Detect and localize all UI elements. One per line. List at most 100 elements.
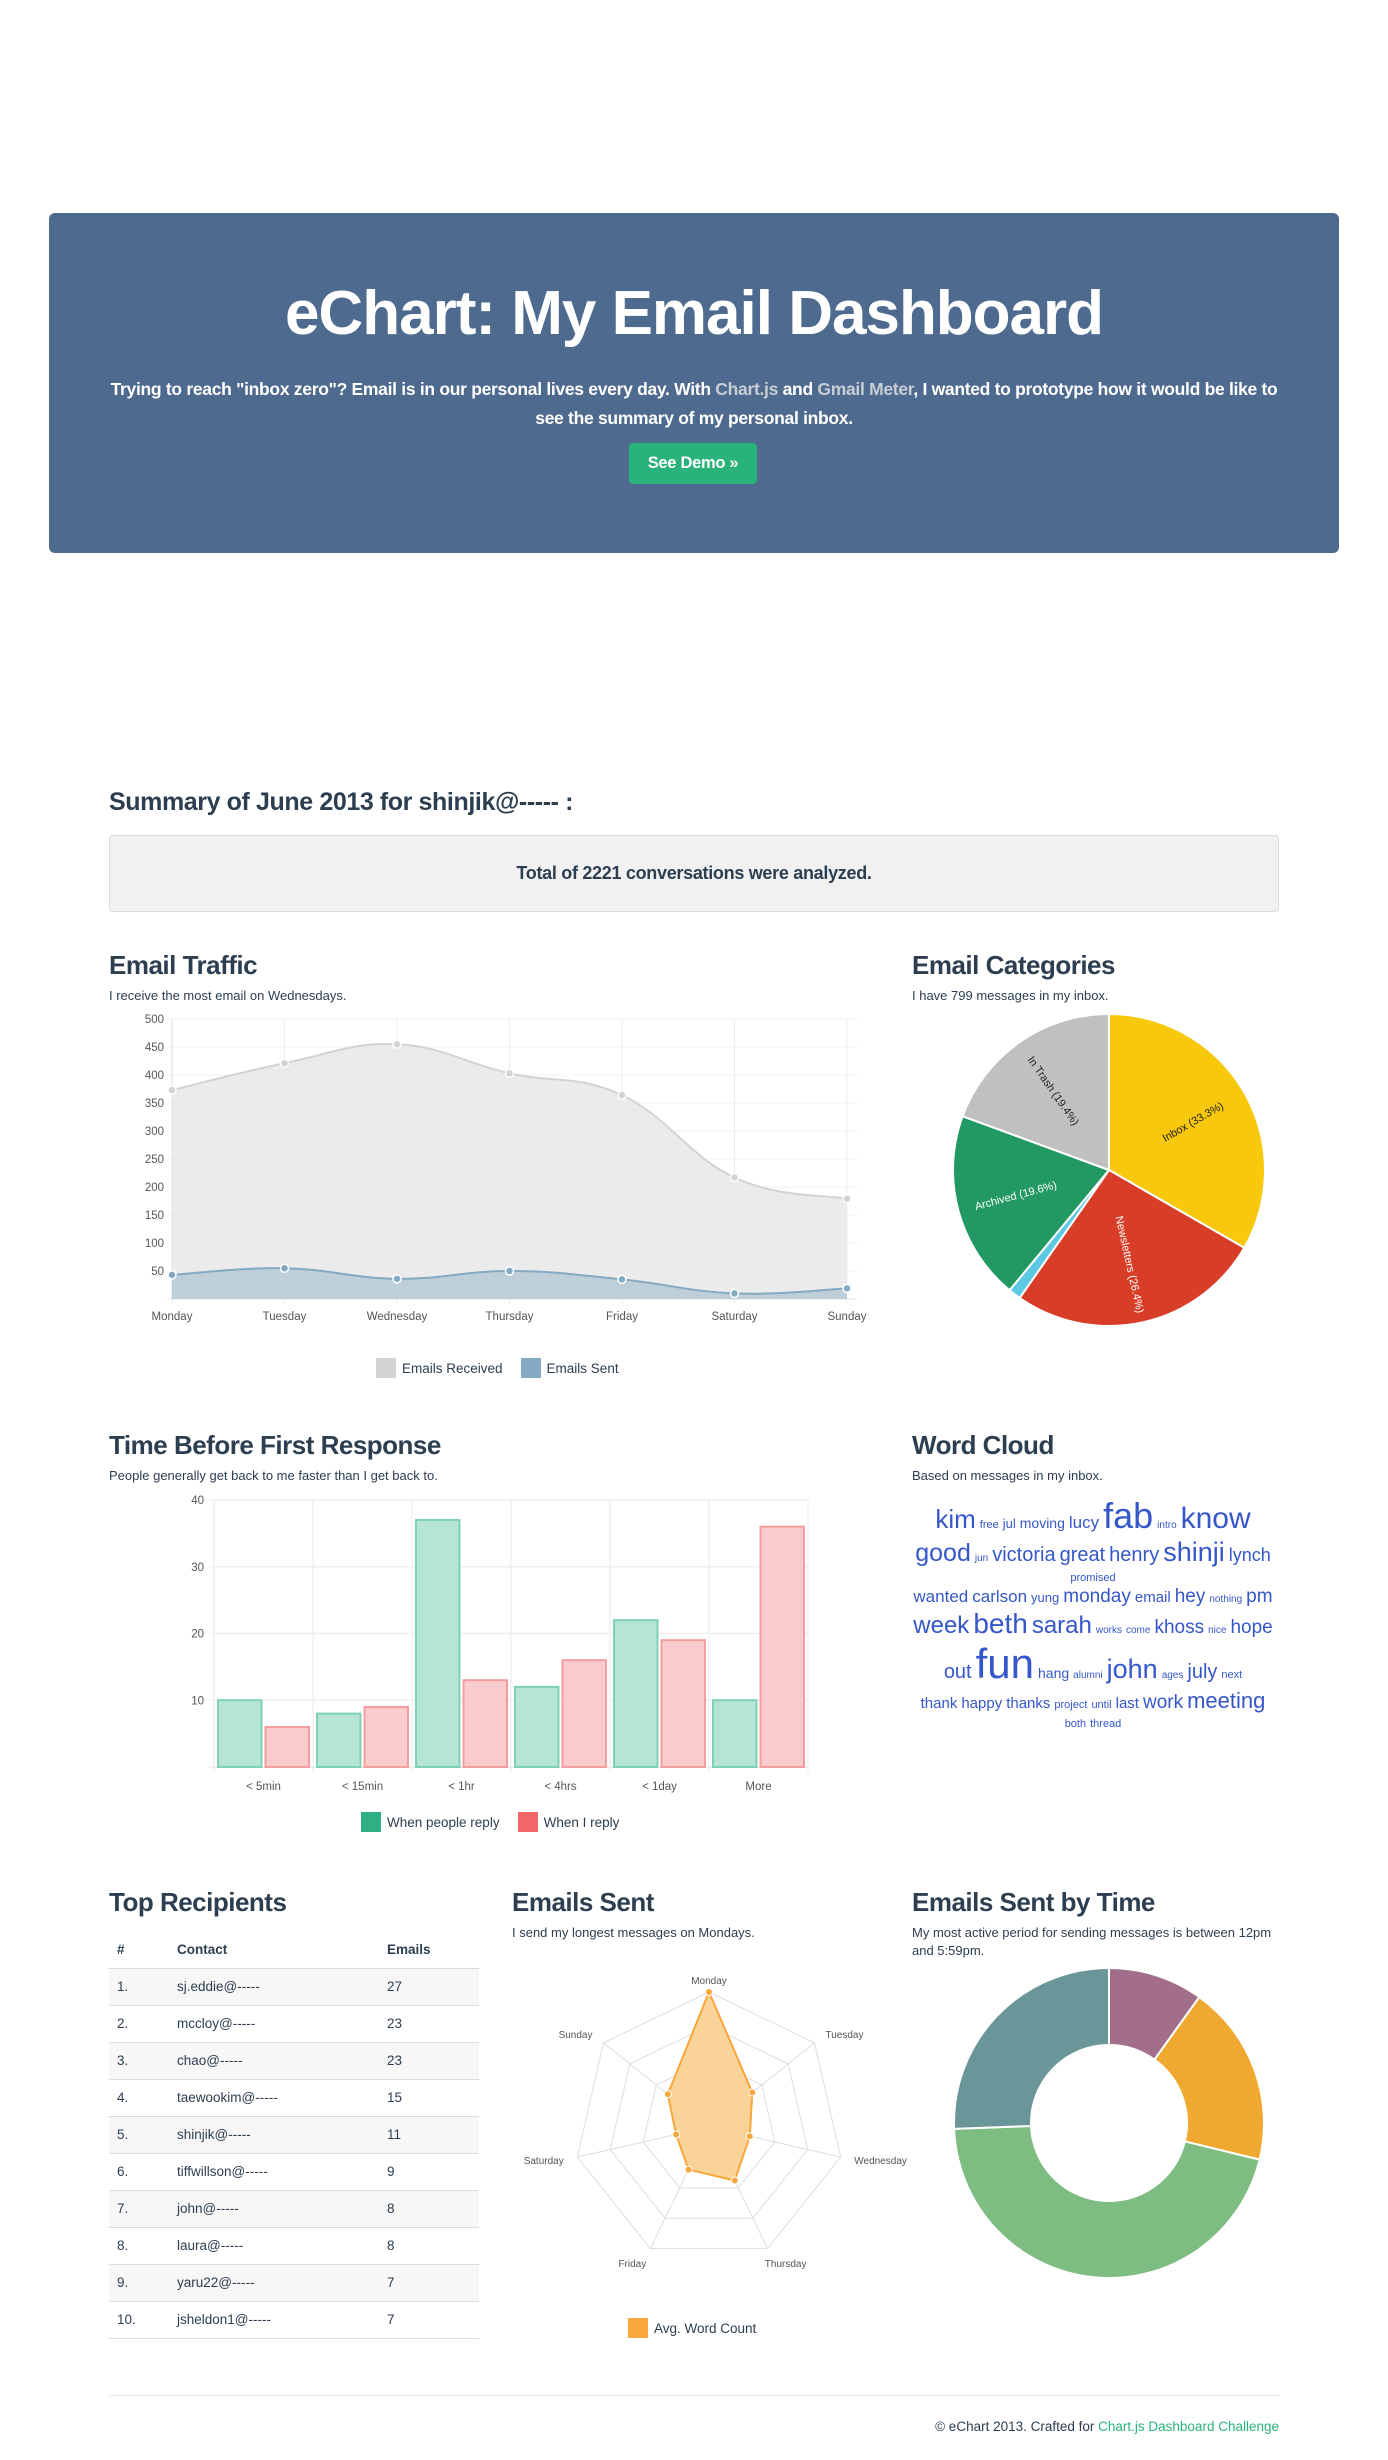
pie-slice xyxy=(1018,1168,1246,1327)
summary-title: Summary of June 2013 for shinjik@----- : xyxy=(109,788,574,816)
cloud-word: project xyxy=(1054,1699,1088,1712)
cloud-word: meeting xyxy=(1187,1688,1266,1714)
contact-cell: taewookim@----- xyxy=(169,2079,379,2117)
radar-axis-label: Friday xyxy=(618,2259,646,2270)
cloud-word: works xyxy=(1095,1624,1122,1636)
section-title: Emails Sent by Time xyxy=(912,1887,1155,1917)
section-subtitle: People generally get back to me faster t… xyxy=(109,1468,438,1483)
y-tick-label: 300 xyxy=(145,1126,164,1138)
data-point xyxy=(392,1039,402,1049)
legend-swatch xyxy=(361,1812,381,1832)
contact-cell: sj.eddie@----- xyxy=(169,1968,379,2006)
y-tick-label: 150 xyxy=(145,1210,164,1222)
radar-axis-label: Thursday xyxy=(765,2259,807,2270)
data-point xyxy=(705,1988,713,1996)
y-tick-label: 30 xyxy=(191,1562,204,1574)
data-point xyxy=(730,2176,739,2185)
response-legend: When people reply When I reply xyxy=(361,1812,637,1832)
table-row: 5. shinjik@----- 11 xyxy=(109,2116,479,2154)
data-point xyxy=(279,1058,290,1068)
section-title: Email Traffic xyxy=(109,950,258,980)
chartjs-link[interactable]: Chart.js xyxy=(715,379,779,399)
cloud-word: know xyxy=(1180,1502,1251,1535)
data-point xyxy=(279,1263,290,1273)
legend-swatch xyxy=(517,1812,538,1832)
bar xyxy=(660,1639,706,1768)
table-row: 1. sj.eddie@----- 27 xyxy=(109,1968,479,2006)
bar xyxy=(462,1679,508,1769)
data-point xyxy=(842,1194,852,1204)
table-row: 3. chao@----- 23 xyxy=(109,2042,479,2080)
cloud-word: fab xyxy=(1103,1495,1154,1536)
gmail-meter-link[interactable]: Gmail Meter xyxy=(817,379,914,399)
section-subtitle: I have 799 messages in my inbox. xyxy=(912,988,1109,1003)
cloud-word: kim xyxy=(935,1504,976,1534)
area-fill xyxy=(172,1043,847,1299)
data-point xyxy=(729,1172,740,1183)
legend-item: Emails Received xyxy=(376,1358,503,1378)
cloud-word: out xyxy=(943,1660,972,1683)
x-tick-label: Monday xyxy=(152,1311,193,1323)
data-point xyxy=(392,1274,402,1284)
x-tick-label: Thursday xyxy=(486,1311,534,1323)
x-tick-label: Wednesday xyxy=(367,1311,428,1323)
cloud-word: john xyxy=(1106,1653,1158,1684)
x-tick-label: < 15min xyxy=(342,1781,383,1793)
y-tick-label: 10 xyxy=(191,1695,204,1707)
cloud-word: free xyxy=(979,1519,999,1531)
radar-axis-label: Monday xyxy=(691,1976,727,1987)
rank-cell: 6. xyxy=(109,2153,169,2191)
rank-cell: 8. xyxy=(109,2227,169,2265)
x-tick-label: Tuesday xyxy=(263,1311,307,1323)
section-title: Top Recipients xyxy=(109,1887,287,1917)
legend-label: When I reply xyxy=(543,1814,620,1830)
contact-cell: laura@----- xyxy=(169,2227,379,2265)
bar xyxy=(712,1699,758,1768)
table-row: 7. john@----- 8 xyxy=(109,2190,479,2228)
x-tick-label: Friday xyxy=(606,1311,638,1323)
see-demo-button[interactable]: See Demo » xyxy=(629,443,757,484)
radar-ring xyxy=(609,2025,809,2219)
legend-item: Avg. Word Count xyxy=(628,2318,756,2338)
cloud-word: promised xyxy=(1070,1571,1116,1584)
cloud-word: carlson xyxy=(972,1586,1028,1606)
hero-intro: Trying to reach "inbox zero"? Email is i… xyxy=(109,375,1279,433)
data-point xyxy=(745,2132,754,2141)
cloud-word: ages xyxy=(1161,1669,1184,1681)
cloud-word: hey xyxy=(1174,1585,1206,1607)
section-title: Emails Sent xyxy=(512,1887,654,1917)
emails-cell: 23 xyxy=(379,2005,479,2043)
contact-cell: shinjik@----- xyxy=(169,2116,379,2154)
page-title: eChart: My Email Dashboard xyxy=(284,279,1104,348)
challenge-link[interactable]: Chart.js Dashboard Challenge xyxy=(1098,2419,1279,2434)
legend-label: Emails Sent xyxy=(546,1360,619,1376)
emails-by-time-doughnut xyxy=(953,1966,1265,2279)
section-title: Time Before First Response xyxy=(109,1430,441,1460)
cloud-word: until xyxy=(1091,1699,1112,1712)
hero-banner: eChart: My Email Dashboard Trying to rea… xyxy=(49,213,1339,553)
section-subtitle: I receive the most email on Wednesdays. xyxy=(109,988,347,1003)
y-tick-label: 100 xyxy=(145,1238,164,1250)
rank-cell: 4. xyxy=(109,2079,169,2117)
radar-axis-label: Wednesday xyxy=(854,2156,907,2167)
y-tick-label: 50 xyxy=(151,1266,164,1278)
table-row: 9. yaru22@----- 7 xyxy=(109,2264,479,2302)
column-header: Contact xyxy=(169,1932,379,1969)
pie-slice xyxy=(1153,1995,1265,2161)
data-point xyxy=(167,1270,177,1280)
cloud-word: email xyxy=(1134,1588,1171,1606)
radar-axis-label: Tuesday xyxy=(825,2030,863,2041)
cloud-word: nice xyxy=(1208,1624,1227,1636)
legend-label: Avg. Word Count xyxy=(654,2320,757,2336)
bar xyxy=(264,1725,310,1768)
contact-cell: john@----- xyxy=(169,2190,379,2228)
cloud-word: great xyxy=(1059,1543,1106,1566)
bar xyxy=(613,1619,659,1768)
cloud-word: beth xyxy=(973,1607,1028,1639)
data-point xyxy=(504,1266,515,1276)
y-tick-label: 200 xyxy=(145,1182,164,1194)
rank-cell: 1. xyxy=(109,1968,169,2006)
data-point xyxy=(729,1288,740,1299)
legend-item: When people reply xyxy=(361,1812,500,1832)
cloud-word: victoria xyxy=(992,1543,1056,1566)
